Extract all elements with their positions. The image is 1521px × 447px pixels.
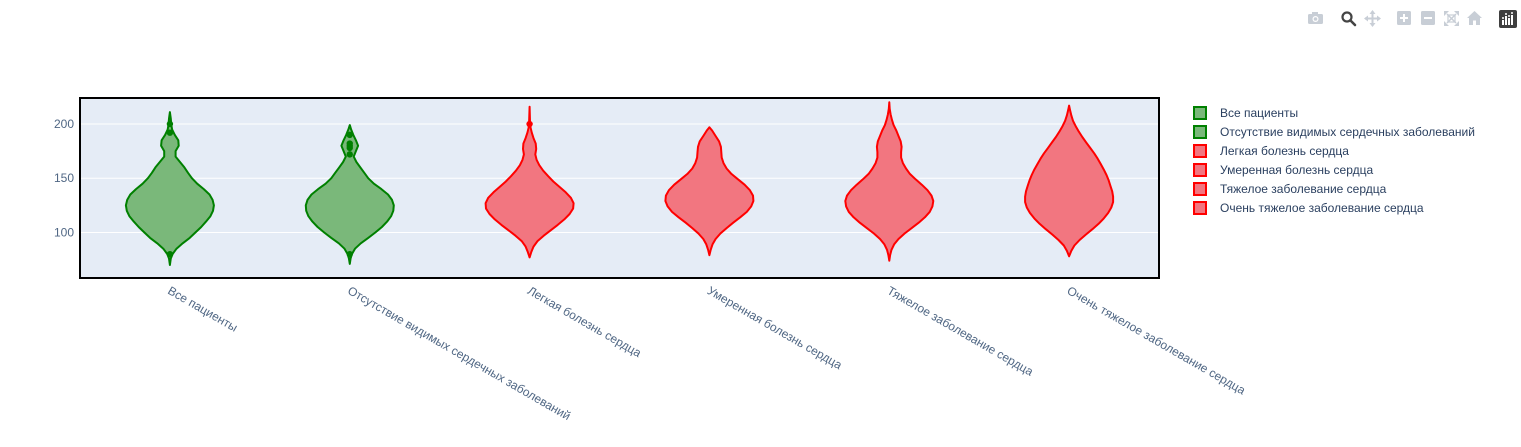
y-tick-label: 200 (54, 117, 74, 131)
x-tick-label: Все пациенты (165, 283, 240, 334)
legend: Все пациенты Отсутствие видимых сердечных… (1193, 106, 1475, 215)
legend-label: Умеренная болезнь сердца (1220, 163, 1373, 177)
outlier-point[interactable] (526, 120, 533, 128)
plot-area[interactable] (80, 98, 1159, 278)
outlier-point[interactable] (346, 140, 353, 147)
legend-label: Тяжелое заболевание сердца (1220, 182, 1387, 196)
camera-icon[interactable] (1308, 12, 1323, 24)
violins (124, 101, 1115, 266)
zoom-icon[interactable] (1341, 11, 1357, 27)
legend-item-2[interactable]: Отсутствие видимых сердечных заболеваний (1193, 125, 1475, 139)
plotly-logo-icon[interactable] (1499, 10, 1517, 28)
legend-label: Очень тяжелое заболевание сердца (1220, 201, 1424, 215)
grid-lines (80, 123, 1159, 233)
violin-4[interactable] (664, 126, 755, 257)
pan-icon[interactable] (1364, 10, 1381, 27)
outlier-point[interactable] (346, 250, 353, 258)
legend-item-5[interactable]: Тяжелое заболевание сердца (1193, 182, 1387, 196)
x-tick-label: Отсутствие видимых сердечных заболеваний (345, 283, 573, 423)
legend-label: Отсутствие видимых сердечных заболеваний (1220, 125, 1475, 139)
x-axis: Все пациенты Отсутствие видимых сердечных… (165, 283, 1248, 423)
zoom-in-icon[interactable] (1397, 11, 1411, 25)
x-tick-label: Умеренная болезнь сердца (705, 283, 845, 372)
zoom-out-icon[interactable] (1421, 11, 1435, 25)
violin-3[interactable] (484, 105, 575, 259)
autoscale-icon[interactable] (1444, 11, 1459, 26)
outlier-point[interactable] (166, 120, 174, 128)
legend-swatch (1193, 144, 1207, 158)
legend-item-6[interactable]: Очень тяжелое заболевание сердца (1193, 201, 1424, 215)
violin-1[interactable] (124, 111, 215, 266)
legend-item-3[interactable]: Легкая болезнь сердца (1193, 144, 1349, 158)
violin-6[interactable] (1024, 104, 1115, 258)
legend-swatch (1193, 182, 1207, 196)
legend-item-4[interactable]: Умеренная болезнь сердца (1193, 163, 1373, 177)
legend-swatch (1193, 106, 1207, 120)
y-tick-label: 100 (54, 225, 74, 239)
x-tick-label: Тяжелое заболевание сердца (885, 283, 1036, 378)
outlier-point[interactable] (166, 129, 174, 136)
legend-item-1[interactable]: Все пациенты (1193, 106, 1298, 120)
outlier-point[interactable] (166, 250, 174, 258)
modebar (1308, 10, 1517, 28)
legend-swatch (1193, 125, 1207, 139)
x-tick-label: Очень тяжелое заболевание сердца (1065, 283, 1249, 397)
outlier-point[interactable] (346, 131, 353, 139)
y-tick-label: 150 (54, 171, 74, 185)
legend-label: Легкая болезнь сердца (1220, 144, 1349, 158)
legend-swatch (1193, 163, 1207, 177)
x-tick-label: Легкая болезнь сердца (525, 283, 644, 360)
legend-swatch (1193, 201, 1207, 215)
outlier-point[interactable] (346, 151, 353, 158)
legend-label: Все пациенты (1220, 106, 1298, 120)
violin-5[interactable] (844, 101, 935, 262)
y-axis: 100 150 200 (54, 117, 74, 239)
reset-axes-icon[interactable] (1467, 11, 1482, 25)
violin-2[interactable] (304, 124, 395, 265)
plot-border (79, 97, 1160, 279)
